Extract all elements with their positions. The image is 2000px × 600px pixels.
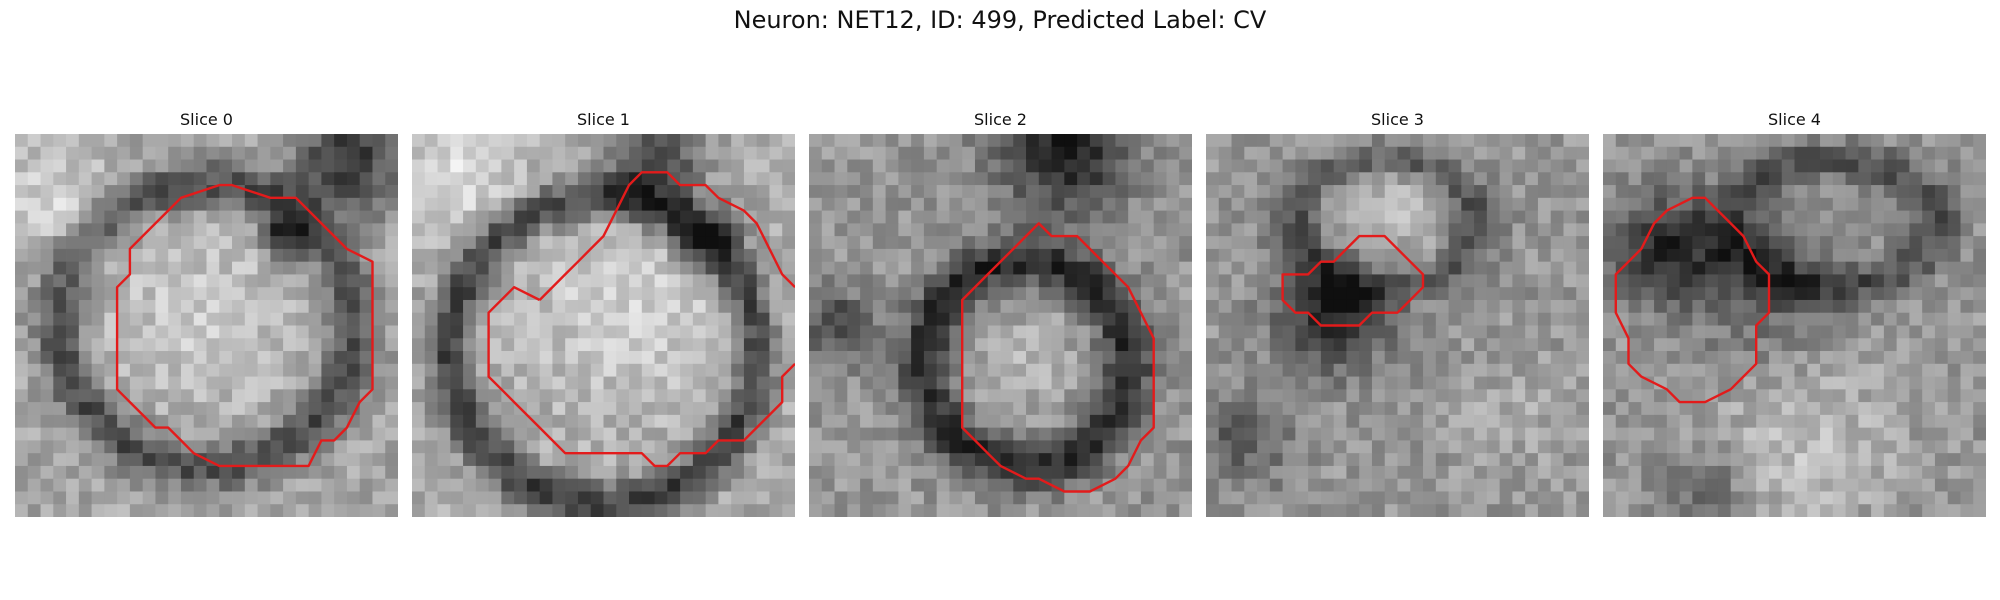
segmentation-contour-1 [538, 171, 795, 301]
slice-panel-0: Slice 0 [15, 108, 398, 517]
slice-panel-3: Slice 3 [1206, 108, 1589, 517]
slice-image-3 [1206, 134, 1589, 517]
slice-panel-2: Slice 2 [809, 108, 1192, 517]
slice-image-2 [809, 134, 1192, 517]
segmentation-contour-2 [960, 222, 1155, 493]
segmentation-contour-1b [487, 285, 795, 468]
slice-title-2: Slice 2 [974, 110, 1027, 129]
slice-title-4: Slice 4 [1768, 110, 1821, 129]
slice-panel-1: Slice 1 [412, 108, 795, 517]
figure-title: Neuron: NET12, ID: 499, Predicted Label:… [733, 6, 1267, 34]
slice-title-1: Slice 1 [577, 110, 630, 129]
segmentation-contour-4 [1614, 196, 1771, 404]
slice-panel-4: Slice 4 [1603, 108, 1986, 517]
slice-title-0: Slice 0 [180, 110, 233, 129]
segmentation-contour-3 [1281, 234, 1425, 327]
slice-image-4 [1603, 134, 1986, 517]
segmentation-contour-0 [115, 183, 374, 468]
slice-image-1 [412, 134, 795, 517]
slice-title-3: Slice 3 [1371, 110, 1424, 129]
slice-image-0 [15, 134, 398, 517]
